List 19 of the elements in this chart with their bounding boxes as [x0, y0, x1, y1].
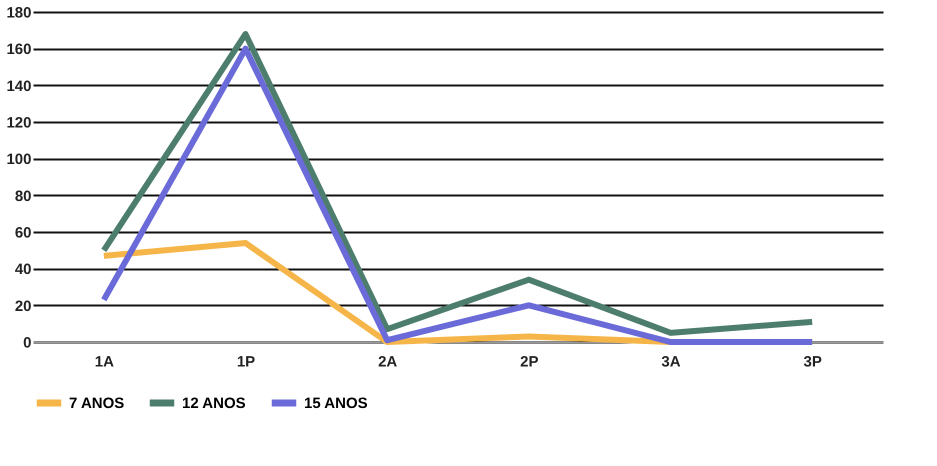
y-tick-label: 120 — [6, 114, 32, 132]
x-tick-label: 3A — [661, 354, 681, 370]
x-tick-label: 1A — [94, 354, 114, 370]
y-tick-label: 80 — [14, 188, 32, 205]
y-tick-label: 140 — [6, 78, 32, 95]
y-tick-label: 160 — [6, 41, 32, 58]
x-tick-label: 3P — [803, 354, 822, 370]
y-tick-label: 100 — [6, 151, 32, 168]
y-tick-label: 0 — [23, 334, 32, 352]
y-tick-label: 40 — [14, 261, 32, 278]
y-tick-label: 60 — [14, 224, 32, 242]
legend-label: 12 ANOS — [182, 395, 246, 412]
y-tick-label: 180 — [6, 4, 32, 22]
y-tick-label: 20 — [14, 298, 32, 315]
x-tick-label: 2A — [378, 354, 398, 370]
legend-label: 7 ANOS — [69, 395, 124, 412]
x-tick-label: 2P — [520, 354, 539, 370]
legend-label: 15 ANOS — [304, 395, 368, 412]
x-tick-label: 1P — [236, 354, 256, 370]
